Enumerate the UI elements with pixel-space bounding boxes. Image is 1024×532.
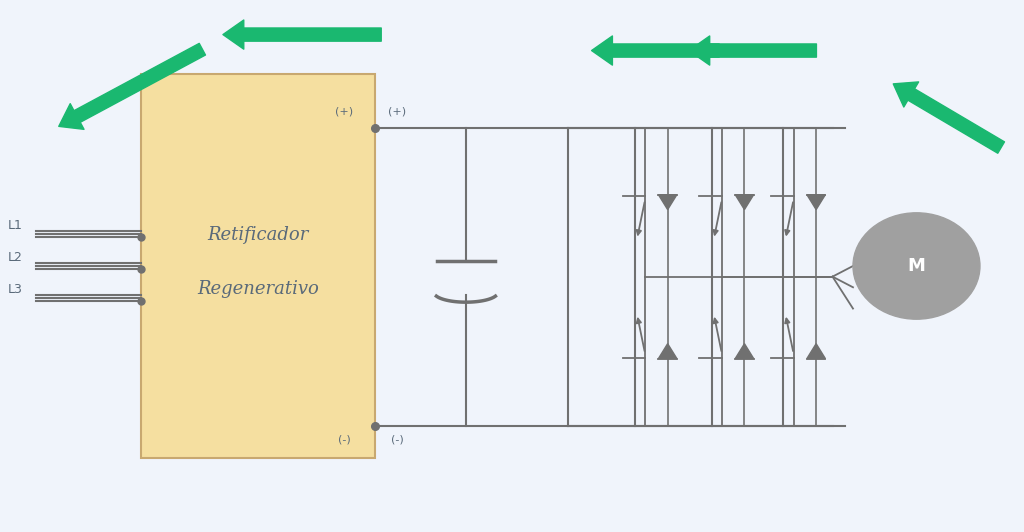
Polygon shape [807, 344, 825, 359]
Text: (-): (-) [391, 435, 403, 445]
Polygon shape [658, 344, 677, 359]
Polygon shape [807, 195, 825, 210]
Bar [141, 74, 375, 458]
Text: (-): (-) [338, 435, 350, 445]
Ellipse shape [853, 213, 980, 319]
Polygon shape [735, 344, 754, 359]
Text: M: M [907, 257, 926, 275]
Polygon shape [735, 195, 754, 210]
Text: L2: L2 [8, 252, 24, 264]
Text: L3: L3 [8, 284, 24, 296]
Text: L1: L1 [8, 220, 24, 232]
Text: Retificador: Retificador [208, 226, 308, 244]
Text: (+): (+) [335, 106, 353, 117]
Polygon shape [658, 195, 677, 210]
Text: (+): (+) [388, 106, 407, 117]
Text: Regenerativo: Regenerativo [197, 280, 319, 298]
